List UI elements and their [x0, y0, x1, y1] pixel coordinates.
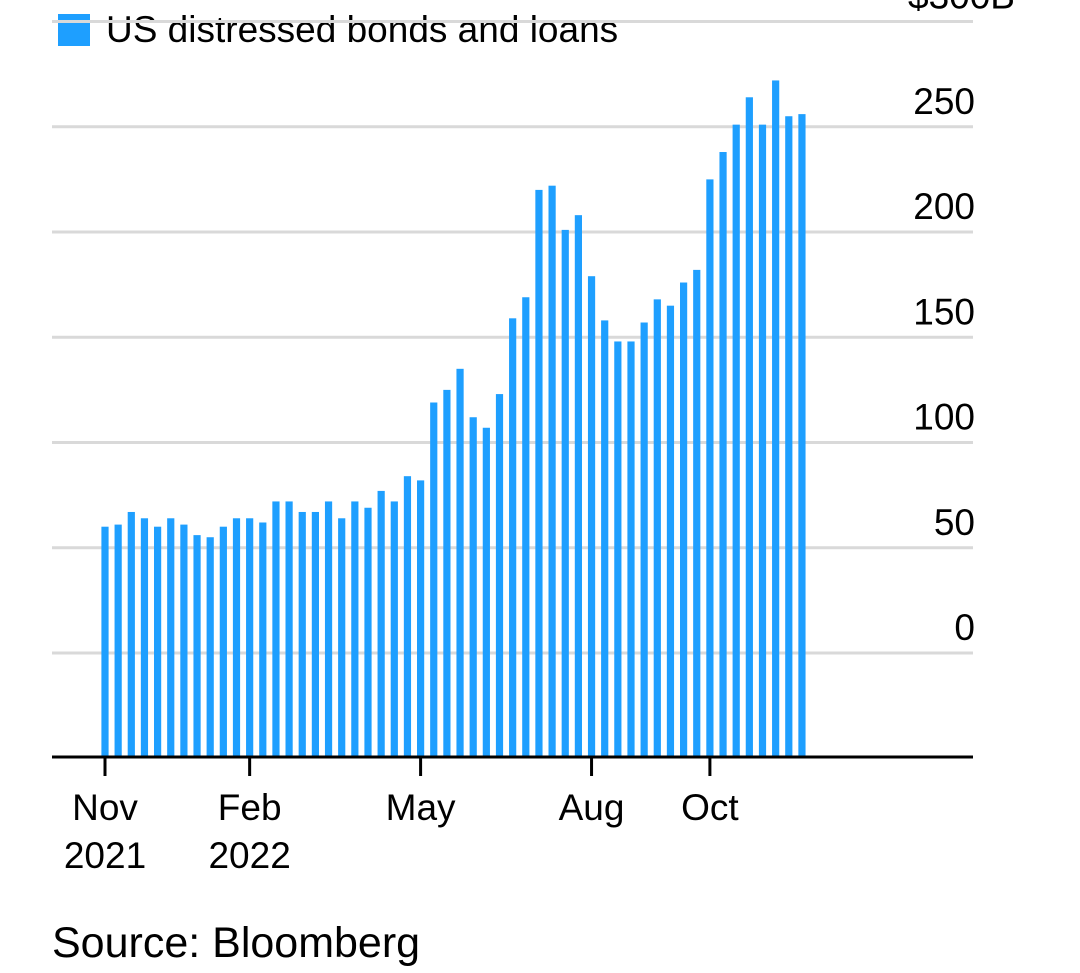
bar — [535, 189, 543, 757]
bar — [798, 114, 806, 758]
bar — [706, 179, 714, 758]
bar — [351, 501, 359, 757]
x-tick-label: May — [386, 787, 456, 828]
bar — [719, 152, 727, 757]
bar — [193, 535, 201, 757]
bar — [324, 501, 333, 757]
bar — [101, 526, 109, 757]
bar — [377, 490, 385, 757]
bar — [430, 402, 438, 757]
y-tick-label: 50 — [934, 502, 975, 543]
y-axis-ticks: 0 50 100 150 200 250 $300B — [908, 0, 1015, 648]
legend-swatch — [58, 14, 90, 46]
bar — [745, 97, 753, 757]
bar — [561, 229, 569, 757]
bar — [653, 299, 661, 757]
x-tick-label: Feb — [218, 787, 282, 828]
bar — [364, 507, 372, 757]
bar — [693, 269, 701, 757]
bar — [666, 305, 675, 757]
bar — [443, 389, 451, 758]
bar — [127, 511, 135, 757]
bar — [732, 124, 740, 757]
x-tick-label: Oct — [681, 787, 739, 828]
y-tick-label: 200 — [913, 186, 975, 227]
bar — [246, 518, 254, 757]
y-tick-label: 150 — [913, 291, 975, 332]
bar — [587, 276, 596, 757]
bar — [180, 524, 188, 757]
x-axis: Nov 2021 Feb 2022 May Aug Oct — [52, 755, 973, 876]
bar — [259, 522, 267, 757]
y-tick-label: $300B — [908, 0, 1015, 17]
legend: US distressed bonds and loans — [58, 8, 618, 52]
bar — [232, 518, 241, 757]
bar — [167, 518, 175, 757]
bar — [627, 341, 635, 757]
x-tick-year-label: 2021 — [64, 835, 146, 876]
bar — [272, 501, 280, 757]
bars — [101, 80, 806, 758]
bar — [640, 322, 648, 757]
bar — [338, 518, 346, 757]
y-tick-label: 0 — [954, 607, 975, 648]
bar — [601, 320, 609, 757]
bar — [680, 282, 688, 757]
bar — [417, 480, 425, 757]
x-tick-year-label: 2022 — [208, 835, 290, 876]
bar-chart: 0 50 100 150 200 250 $300B Nov 2021 Feb 2022 May Au… — [52, 0, 1015, 876]
bar — [298, 511, 306, 757]
bar — [482, 427, 490, 757]
x-tick-label: Aug — [559, 787, 625, 828]
bar — [403, 476, 412, 757]
source-note: Source: Bloomberg — [52, 919, 421, 967]
bar — [785, 116, 793, 758]
bar — [311, 511, 319, 757]
y-tick-label: 100 — [913, 397, 975, 438]
bar — [456, 368, 464, 757]
x-tick-label: Nov — [72, 787, 138, 828]
bar — [614, 341, 622, 757]
bar — [509, 318, 517, 757]
bar — [390, 501, 398, 757]
bar — [114, 524, 122, 757]
bar — [140, 518, 149, 757]
bar — [206, 537, 214, 757]
bar — [154, 526, 162, 757]
bar — [219, 526, 227, 757]
bar — [522, 297, 530, 757]
bar — [758, 124, 767, 757]
legend-label: US distressed bonds and loans — [106, 9, 619, 50]
bar — [574, 215, 582, 757]
bar — [285, 501, 293, 757]
y-tick-label: 250 — [913, 81, 975, 122]
bar — [495, 394, 504, 757]
bar — [772, 80, 780, 757]
bar — [548, 185, 556, 757]
bar — [469, 417, 477, 757]
